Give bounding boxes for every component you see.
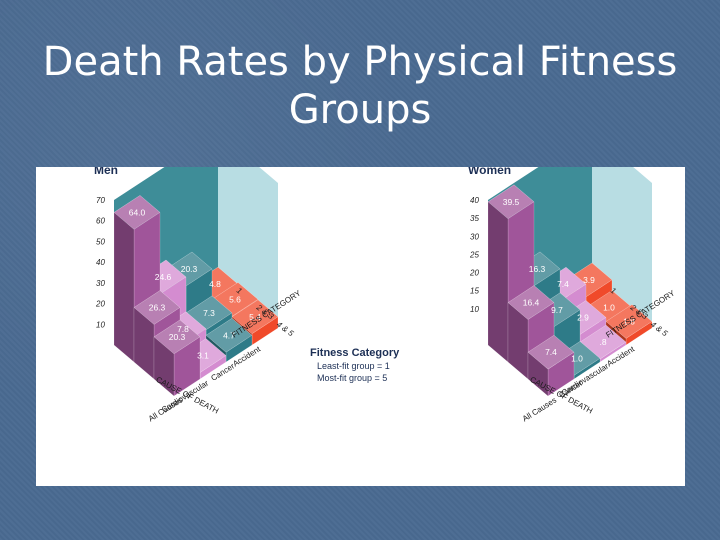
men-bar-all-causes-fit-4-5-left — [153, 336, 175, 397]
women-y-tick: 35 — [470, 214, 479, 223]
women-fitness-label: 1 — [609, 286, 618, 296]
women-title: Women — [468, 167, 511, 177]
men-bar-all-causes-fit-2-3-left — [133, 306, 155, 380]
legend-line-most-fit: Most-fit group = 5 — [317, 373, 387, 383]
women-value-label: 2.9 — [577, 312, 589, 322]
men-fitness-label: 1 — [235, 286, 244, 296]
men-value-label: 4.8 — [209, 279, 221, 289]
men-y-tick: 60 — [96, 217, 105, 226]
fitness-legend: Fitness Category Least-fit group = 1 Mos… — [310, 347, 400, 383]
women-value-label: 7.4 — [545, 347, 557, 357]
men-bar-all-causes-fit-4-5 — [153, 319, 201, 397]
women-bar-all-causes-fit-4-5-left — [527, 351, 549, 397]
panel-women: Women 10 15 20 25 30 35 40 3.9 7.4 16.3 39.5 1.0 2.9 9… — [468, 167, 677, 423]
men-value-label: 7.3 — [203, 308, 215, 318]
men-value-label: 3.1 — [197, 351, 209, 361]
women-y-tick: 20 — [469, 269, 479, 278]
slide-title: Death Rates by Physical Fitness Groups — [20, 38, 700, 134]
women-bar-all-causes-fit-1-left — [487, 201, 509, 363]
women-y-tick: 15 — [470, 287, 479, 296]
men-value-label: 64.0 — [129, 207, 146, 217]
women-value-label: 16.4 — [523, 298, 540, 308]
men-title: Men — [94, 167, 118, 177]
women-value-label: 1.8 — [623, 316, 635, 326]
men-value-label: 24.6 — [155, 272, 172, 282]
women-y-tick: 30 — [470, 232, 479, 241]
women-y-tick: 25 — [469, 250, 479, 259]
women-fitness-label: 4 & 5 — [649, 320, 670, 339]
panel-men: Men 10 20 30 40 50 60 70 4.8 20.3 24.6 64.0 5.6 7.3 7.… — [94, 167, 303, 423]
men-y-tick: 30 — [96, 279, 105, 288]
men-value-label: 7.8 — [177, 324, 189, 334]
men-y-tick: 50 — [96, 237, 105, 246]
women-value-label: 1.0 — [571, 353, 583, 363]
men-value-label: 5.4 — [249, 312, 261, 322]
women-value-label: 16.3 — [529, 264, 546, 274]
men-y-tick: 20 — [95, 300, 105, 309]
women-value-label: 9.7 — [551, 305, 563, 315]
men-bar-all-causes-fit-1-left — [113, 211, 135, 363]
slide-title-line-1: Death Rates by Physical Fitness — [42, 39, 678, 85]
women-value-label: 39.5 — [503, 197, 520, 207]
women-value-label: .8 — [599, 337, 606, 347]
men-y-tick: 40 — [96, 258, 105, 267]
women-bar-all-causes-fit-4-5 — [527, 334, 575, 397]
men-value-label: 20.3 — [169, 332, 186, 342]
men-value-label: 20.3 — [181, 264, 198, 274]
women-y-tick: 10 — [470, 305, 479, 314]
women-value-label: 7.4 — [557, 279, 569, 289]
men-value-label: 26.3 — [149, 303, 166, 313]
women-cause-label: All Causes — [521, 396, 558, 424]
men-value-label: 5.6 — [229, 294, 241, 304]
men-y-tick: 70 — [96, 196, 105, 205]
men-fitness-label: 4 & 5 — [275, 320, 296, 339]
legend-title: Fitness Category — [310, 347, 400, 359]
chart-figure: Men 10 20 30 40 50 60 70 4.8 20.3 24.6 64.0 5.6 7.3 7.… — [36, 167, 685, 486]
chart-canvas: Men 10 20 30 40 50 60 70 4.8 20.3 24.6 64.0 5.6 7.3 7.… — [94, 167, 677, 423]
women-value-label: 1.0 — [603, 302, 615, 312]
women-bar-all-causes-fit-2-3-left — [507, 302, 529, 380]
legend-line-least-fit: Least-fit group = 1 — [317, 361, 390, 371]
men-value-label: 4.7 — [223, 330, 235, 340]
women-y-tick: 40 — [470, 196, 479, 205]
slide-title-line-2: Groups — [288, 87, 432, 133]
men-y-tick: 10 — [96, 320, 105, 329]
women-value-label: 3.9 — [583, 275, 595, 285]
